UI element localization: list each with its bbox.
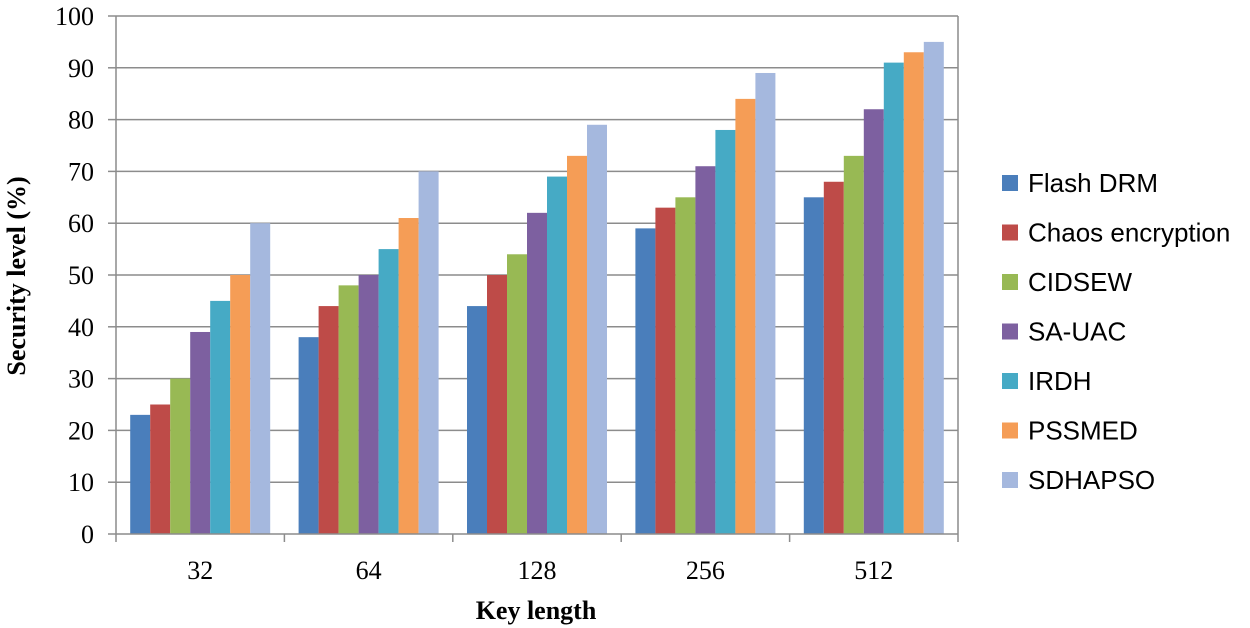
bar-irdh-256 [715, 129, 736, 534]
bar-cidsew-512 [843, 155, 864, 535]
bar-chaos-encryption-32 [150, 404, 171, 534]
x-axis-title: Key length [476, 596, 597, 625]
x-tick-label: 512 [854, 556, 893, 585]
legend-item: Flash DRM [1002, 168, 1158, 198]
bar-sdhapso-128 [587, 124, 607, 534]
y-tick-label: 20 [68, 416, 94, 445]
bar-flash-drm-128 [467, 306, 487, 534]
y-tick-label: 30 [68, 365, 94, 394]
bar-pssmed-64 [398, 218, 419, 534]
bar-sa-uac-512 [863, 109, 884, 535]
bar-sdhapso-32 [250, 223, 271, 534]
bar-cidsew-128 [507, 254, 527, 534]
y-tick-labels: 0 10 20 30 40 50 60 70 80 90 100 [55, 2, 94, 549]
bar-sdhapso-512 [923, 41, 944, 535]
bar-chaos-encryption-64 [318, 306, 339, 534]
legend-item: IRDH [1002, 366, 1092, 396]
legend-swatch [1002, 274, 1018, 290]
bar-irdh-512 [883, 62, 904, 535]
bar-cidsew-256 [675, 197, 696, 535]
bar-sa-uac-256 [695, 166, 716, 534]
bar-sa-uac-32 [190, 331, 211, 534]
bar-cidsew-64 [338, 285, 359, 534]
x-tick-label: 256 [686, 556, 725, 585]
y-tick-label: 50 [68, 261, 94, 290]
legend-label: PSSMED [1028, 416, 1138, 446]
x-tick-labels: 32 64 128 256 512 [187, 556, 893, 585]
bar-cidsew-32 [170, 378, 191, 534]
bar-sdhapso-64 [418, 171, 439, 534]
legend-item: PSSMED [1002, 416, 1138, 446]
x-tick-label: 32 [187, 556, 213, 585]
legend-swatch [1002, 472, 1018, 488]
legend-item: Chaos encryption [1002, 218, 1230, 248]
y-tick-label: 100 [55, 2, 94, 31]
bar-pssmed-128 [567, 155, 587, 535]
x-tick-label: 128 [518, 556, 557, 585]
legend-label: Chaos encryption [1028, 218, 1230, 248]
bar-chaos-encryption-256 [655, 207, 676, 534]
bar-irdh-64 [378, 249, 399, 534]
y-tick-label: 90 [68, 54, 94, 83]
x-tick-label: 64 [356, 556, 382, 585]
legend-swatch [1002, 323, 1018, 340]
y-tick-label: 10 [68, 468, 94, 497]
y-axis-title: Security level (%) [2, 176, 31, 375]
y-tick-label: 0 [81, 520, 94, 549]
y-tick-label: 40 [68, 313, 94, 342]
bar-flash-drm-32 [130, 414, 151, 534]
y-tick-label: 70 [68, 157, 94, 186]
bar-chaos-encryption-128 [487, 275, 507, 534]
bar-flash-drm-64 [298, 337, 319, 534]
bar-sa-uac-64 [358, 275, 379, 534]
legend-label: Flash DRM [1028, 168, 1158, 198]
legend-label: IRDH [1028, 366, 1092, 396]
legend-item: SDHAPSO [1002, 465, 1155, 495]
bar-chaos-encryption-512 [823, 181, 844, 534]
bar-pssmed-32 [230, 275, 251, 534]
bar-pssmed-256 [735, 98, 756, 534]
bar-flash-drm-256 [635, 228, 656, 534]
legend-label: CIDSEW [1028, 267, 1132, 297]
legend: Flash DRM Chaos encryption CIDSEW SA-UAC IRD… [1002, 168, 1230, 495]
bar-irdh-32 [210, 300, 231, 534]
bar-sdhapso-256 [755, 72, 776, 534]
bar-irdh-128 [547, 176, 567, 534]
legend-label: SDHAPSO [1028, 465, 1155, 495]
bar-flash-drm-512 [803, 197, 824, 535]
legend-item: CIDSEW [1002, 267, 1132, 297]
legend-swatch [1002, 224, 1018, 241]
legend-swatch [1002, 175, 1018, 191]
y-tick-label: 80 [68, 106, 94, 135]
axes [115, 16, 959, 542]
legend-item: SA-UAC [1002, 317, 1126, 347]
bar-pssmed-512 [903, 52, 924, 534]
legend-label: SA-UAC [1028, 317, 1126, 347]
legend-swatch [1002, 373, 1018, 389]
bars [130, 41, 944, 535]
y-tick-label: 60 [68, 209, 94, 238]
legend-swatch [1002, 422, 1018, 439]
bar-sa-uac-128 [527, 212, 547, 534]
